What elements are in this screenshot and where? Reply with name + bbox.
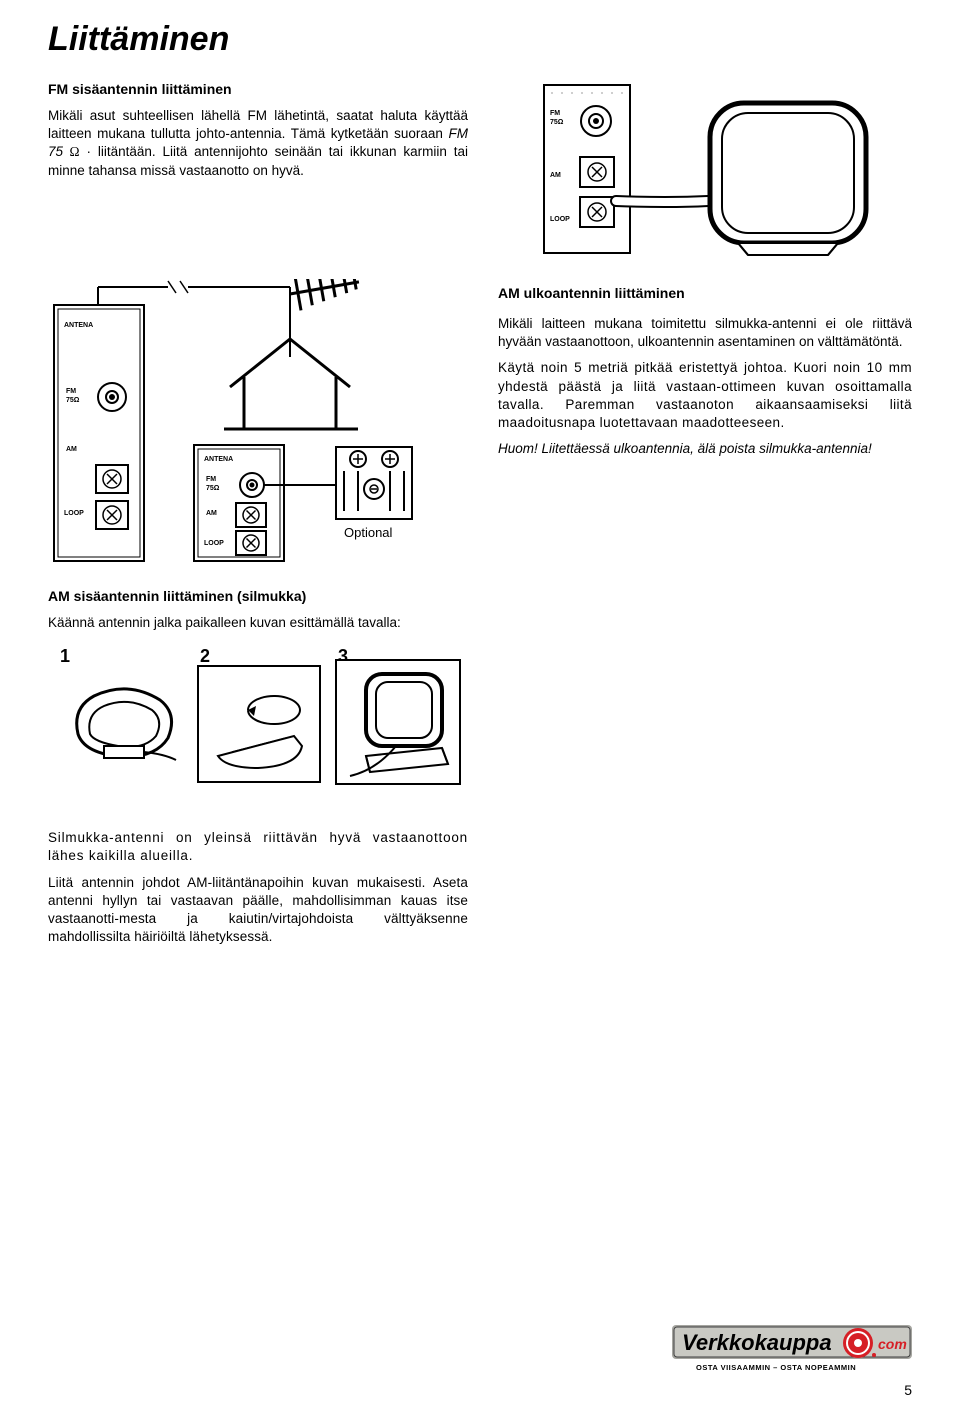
am-indoor-p1: Käännä antennin jalka paikalleen kuvan e… [48,614,468,632]
loop-antenna-icon [710,103,866,255]
fm-indoor-p1b: · liitäntään. Liitä antennijohto seinään… [48,144,468,177]
socket-loop-diagram: FM 75Ω AM LOOP [538,81,898,261]
svg-text:Verkkokauppa: Verkkokauppa [682,1330,832,1355]
verkkokauppa-logo: Verkkokauppa com OSTA VIISAAMMIN – OSTA … [672,1325,912,1378]
svg-text:LOOP: LOOP [64,510,84,517]
svg-text:FM: FM [66,388,76,395]
am-outdoor-note: Huom! Liitettäessä ulkoantennia, älä poi… [498,440,912,458]
svg-text:AM: AM [550,172,561,179]
page-title: Liittäminen [48,20,912,59]
svg-text:LOOP: LOOP [204,540,224,547]
svg-text:75Ω: 75Ω [66,397,80,404]
yagi-antenna-icon [287,279,362,312]
fm-indoor-heading: FM sisäantennin liittäminen [48,81,468,97]
svg-text:AM: AM [206,510,217,517]
svg-text:2: 2 [200,646,210,666]
svg-text:1: 1 [60,646,70,666]
svg-text:ANTENA: ANTENA [204,456,233,463]
bottom-p2: Liitä antennin johdot AM-liitäntänapoihi… [48,874,468,947]
svg-text:OSTA VIISAAMMIN – OSTA NOPEAMM: OSTA VIISAAMMIN – OSTA NOPEAMMIN [696,1363,856,1372]
optional-label: Optional [344,525,393,540]
svg-text:LOOP: LOOP [550,216,570,223]
am-outdoor-heading: AM ulkoantennin liittäminen [498,285,912,301]
outdoor-antenna-diagram: ANTENA FM 75Ω AM LOOP AN [48,279,468,569]
svg-text:FM: FM [206,476,216,483]
panel-fm-label: FM [550,110,560,117]
bottom-p1: Silmukka-antenni on yleinsä riittävän hy… [48,829,468,865]
page-number: 5 [904,1382,912,1398]
optional-ground-icon [336,447,412,519]
svg-text:AM: AM [66,446,77,453]
svg-text:com: com [878,1336,907,1352]
fm-indoor-para: Mikäli asut suhteellisen lähellä FM lähe… [48,107,468,180]
svg-text:75Ω: 75Ω [206,485,220,492]
am-outdoor-p1: Mikäli laitteen mukana toimitettu silmuk… [498,315,912,351]
loop-assembly-steps: 1 2 3 [48,640,468,800]
svg-text:ANTENA: ANTENA [64,322,93,329]
svg-text:75Ω: 75Ω [550,119,564,126]
am-outdoor-p2: Käytä noin 5 metriä pitkää eristettyä jo… [498,359,912,432]
fm-indoor-p1a: Mikäli asut suhteellisen lähellä FM lähe… [48,108,468,141]
am-indoor-heading: AM sisäantennin liittäminen (silmukka) [48,588,912,604]
